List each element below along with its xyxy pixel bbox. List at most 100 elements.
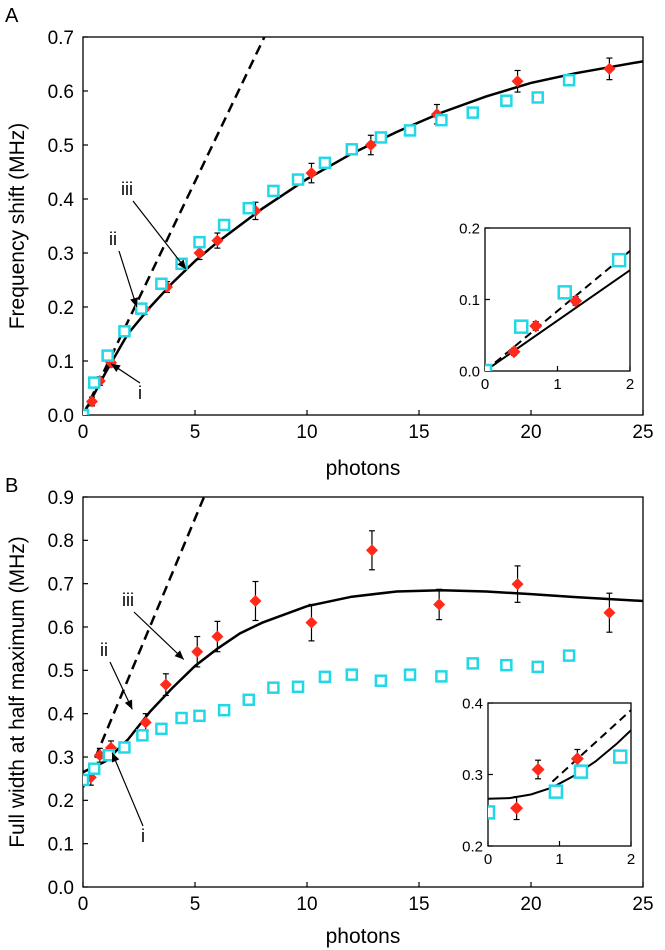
cyan-square-point <box>87 376 101 389</box>
inset-cyan-square-point <box>548 784 564 799</box>
y-tick-label: 0.1 <box>48 352 74 373</box>
annotation-arrow-head <box>111 363 121 373</box>
inset-red-diamond-point <box>569 294 583 308</box>
inset-x-tick-label: 2 <box>626 376 634 393</box>
red-diamond-point <box>139 716 152 729</box>
x-axis-label: photons <box>326 925 401 948</box>
annotation-label: iii <box>121 179 133 199</box>
cyan-square-point <box>345 668 359 681</box>
cyan-square-point <box>155 277 168 291</box>
x-tick-label: 15 <box>408 894 429 915</box>
x-tick-label: 20 <box>520 894 541 915</box>
inset-x-tick-label: 2 <box>627 851 635 868</box>
cyan-square-point <box>562 649 576 662</box>
cyan-square-point <box>134 302 148 315</box>
panel-b: B0 5 10 15 20 250.00.10.20.30.40.50.60.70.80.… <box>5 475 654 948</box>
inset-y-tick-label: 0.0 <box>459 363 480 380</box>
inset-cyan-square-point <box>573 764 589 779</box>
cyan-square-point <box>403 668 417 681</box>
cyan-square-point <box>118 741 131 754</box>
x-tick-label: 10 <box>296 894 317 915</box>
inset-theory-curve <box>488 729 631 800</box>
red-diamond-point <box>511 578 524 591</box>
y-tick-label: 0.3 <box>48 748 74 769</box>
x-tick-label: 25 <box>632 894 653 915</box>
inset-x-tick-label: 0 <box>484 851 492 868</box>
annotation-arrow-line <box>111 752 144 827</box>
y-tick-label: 0.2 <box>48 298 74 319</box>
cyan-square-point <box>466 106 480 119</box>
annotation-arrow-line <box>133 611 185 660</box>
annotation-label: ii <box>109 229 117 249</box>
annotation-label: i <box>138 383 142 403</box>
cyan-square-point <box>562 73 576 87</box>
annotation-arrow-line <box>118 250 138 308</box>
y-tick-label: 0.6 <box>48 82 74 103</box>
cyan-square-point <box>83 773 90 787</box>
cyan-square-point <box>136 729 149 742</box>
cyan-square-point <box>175 711 188 725</box>
series-layer <box>83 37 643 415</box>
annotation-label: i <box>141 826 145 846</box>
y-tick-label: 0.2 <box>48 791 74 812</box>
x-tick-label: 0 <box>78 422 89 443</box>
red-diamond-point <box>511 75 524 88</box>
annotation-arrow-head <box>174 650 184 660</box>
inset-x-tick-label: 0 <box>481 376 489 393</box>
red-diamond-point <box>305 616 318 629</box>
red-diamond-point <box>365 544 378 557</box>
x-tick-label: 20 <box>520 422 541 443</box>
panel-a: A0 5 10 15 20 250.00.10.20.30.40.50.60.7photo… <box>5 5 654 480</box>
inset-plot: 0 1 2 0.2 0.3 0.4 <box>462 695 635 868</box>
cyan-square-point <box>291 680 305 694</box>
inset-plot: 0 1 2 0.0 0.1 0.2 <box>459 220 634 393</box>
cyan-square-point <box>155 722 168 736</box>
annotation-label: ii <box>100 640 108 660</box>
x-tick-label: 15 <box>408 422 429 443</box>
cyan-square-point <box>500 658 513 672</box>
x-tick-label: 10 <box>296 422 317 443</box>
inset-cyan-square-point <box>611 252 627 268</box>
theory-curve <box>83 60 643 415</box>
red-diamond-point <box>193 247 206 259</box>
red-diamond-point <box>249 595 262 607</box>
cyan-square-point <box>318 156 332 170</box>
plot-frame <box>82 496 644 888</box>
inset-red-diamond-point <box>510 801 524 815</box>
y-tick-label: 0.4 <box>48 705 75 726</box>
inset-cyan-square-point <box>485 363 493 371</box>
inset-y-tick-label: 0.3 <box>462 767 483 784</box>
inset-y-tick-label: 0.4 <box>462 695 483 712</box>
red-diamond-point <box>211 234 224 247</box>
inset-linear-fit-line <box>551 709 631 783</box>
cyan-square-point <box>403 124 417 137</box>
y-tick-label: 0.9 <box>48 488 74 509</box>
inset-y-tick-label: 0.2 <box>459 220 480 237</box>
cyan-square-point <box>374 674 388 687</box>
inset-x-tick-label: 1 <box>553 376 561 393</box>
inset-red-diamond-point <box>531 762 545 776</box>
inset-cyan-square-point <box>488 805 496 820</box>
x-tick-label: 25 <box>632 422 653 443</box>
y-tick-label: 0.8 <box>48 531 74 552</box>
annotation-label: iii <box>122 590 134 610</box>
y-axis-label: Frequency shift (MHz) <box>6 123 29 330</box>
cyan-square-point <box>318 670 332 684</box>
x-tick-label: 5 <box>190 894 201 915</box>
inset-x-tick-label: 1 <box>555 851 563 868</box>
inset-theory-curve <box>485 269 630 371</box>
cyan-square-point <box>267 184 280 198</box>
red-diamond-point <box>191 645 204 658</box>
inset-y-tick-label: 0.1 <box>459 292 480 309</box>
cyan-square-point <box>345 143 359 156</box>
y-tick-label: 0.7 <box>48 575 74 596</box>
cyan-square-point <box>242 201 256 215</box>
y-axis-label: Full width at half maximum (MHz) <box>6 536 29 848</box>
cyan-square-point <box>435 670 448 683</box>
red-diamond-point <box>211 630 224 643</box>
cyan-square-point <box>87 762 101 775</box>
cyan-square-point <box>83 408 90 415</box>
red-diamond-point <box>159 678 172 691</box>
inset-y-tick-label: 0.2 <box>462 838 483 855</box>
